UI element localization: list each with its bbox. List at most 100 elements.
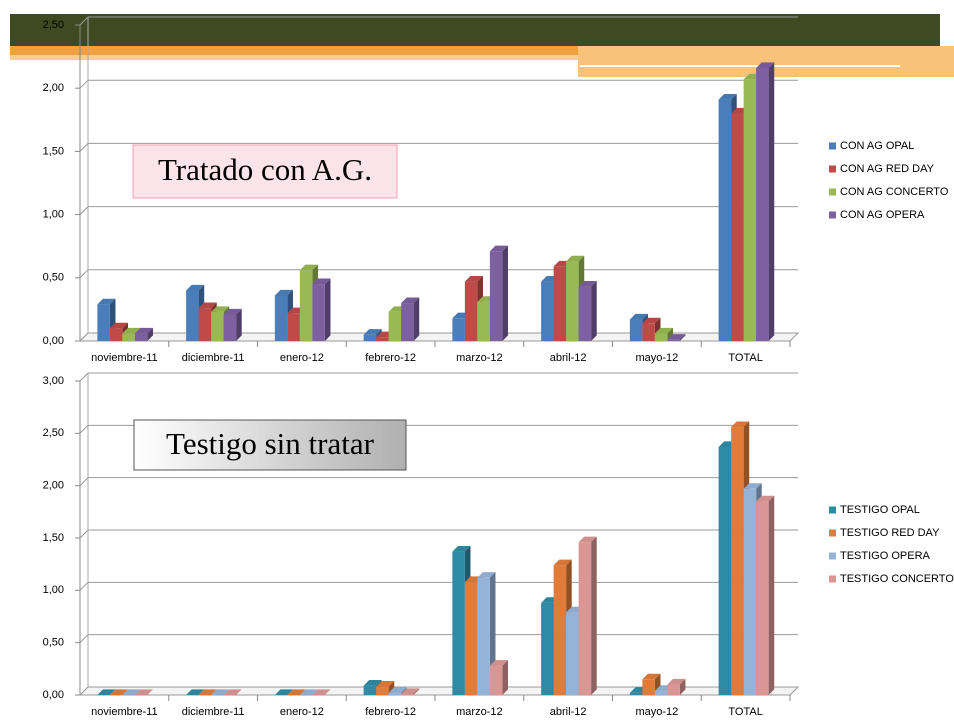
header-stripe	[10, 55, 954, 60]
bar-side	[591, 536, 597, 695]
bar-top	[274, 289, 293, 296]
bar-top	[578, 281, 597, 287]
annotation: Testigo sin tratar	[166, 426, 375, 461]
bar-side	[591, 281, 597, 341]
y-tick-label: 3,00	[43, 375, 64, 387]
bar-top	[489, 660, 508, 666]
bar-top	[363, 679, 382, 686]
bar-side	[679, 678, 686, 695]
bar	[553, 266, 567, 341]
x-tick-label: mayo-12	[635, 352, 678, 364]
legend-swatch	[829, 165, 836, 173]
bar-top	[667, 334, 686, 340]
y-tick-label: 1,00	[43, 209, 64, 221]
bar	[109, 328, 123, 341]
header-bar	[10, 14, 940, 46]
bar	[756, 501, 769, 695]
bar-top	[401, 297, 420, 304]
x-tick-label: abril-12	[550, 706, 587, 718]
bar-top	[642, 673, 661, 680]
legend-swatch	[829, 211, 836, 219]
annotation-box	[133, 419, 407, 471]
bar	[452, 551, 465, 695]
annotation-box	[132, 144, 398, 199]
y-tick-label: 0,50	[43, 637, 64, 649]
header-stripe	[10, 46, 954, 55]
x-tick-label: diciembre-11	[182, 352, 245, 364]
bar-side	[236, 308, 242, 341]
bar	[642, 323, 655, 341]
x-tick-label: febrero-12	[365, 352, 416, 364]
y-tick-label: 0,00	[43, 689, 64, 701]
bar-top	[109, 322, 128, 329]
bar-top	[756, 495, 775, 502]
x-tick-label: noviembre-11	[91, 352, 157, 364]
bar-side	[502, 245, 508, 341]
x-tick-label: noviembre-11	[91, 706, 157, 718]
bar-top	[743, 483, 762, 489]
y-tick-label: 1,50	[43, 145, 64, 157]
bar-top	[731, 421, 750, 428]
grid-diag	[79, 206, 89, 215]
bar	[667, 684, 680, 695]
bar	[566, 261, 579, 341]
x-tick-label: enero-12	[280, 706, 324, 718]
grid-diag	[79, 372, 89, 382]
bar	[452, 318, 465, 341]
bar-top	[274, 689, 293, 695]
y-tick-label: 2,00	[43, 82, 64, 94]
x-tick-label: febrero-12	[365, 706, 416, 718]
bar	[477, 577, 490, 695]
bar-top	[629, 313, 648, 320]
bar-top	[667, 678, 686, 685]
bar	[489, 665, 503, 695]
bar	[731, 427, 744, 695]
bar-top	[198, 302, 217, 309]
bar	[312, 284, 325, 341]
grid-diag	[79, 79, 89, 89]
bar	[667, 339, 680, 341]
y-tick-label: 2,50	[43, 427, 64, 439]
bar-top	[198, 689, 217, 695]
bar-top	[376, 681, 395, 687]
y-tick-label: 2,00	[43, 480, 64, 492]
bar	[376, 686, 389, 695]
bar	[134, 333, 148, 341]
bar-side	[502, 660, 508, 695]
bar-top	[122, 689, 141, 695]
annotation: Tratado con A.G.	[158, 152, 372, 187]
bar-top	[211, 689, 230, 695]
bar	[718, 446, 732, 695]
x-tick-label: TOTAL	[728, 706, 762, 718]
y-tick-label: 0,50	[43, 272, 64, 284]
bar-top	[401, 688, 420, 694]
bar-top	[299, 264, 318, 271]
bar	[477, 301, 490, 341]
legend-label: TESTIGO CONCERTO	[840, 573, 954, 585]
bar-top	[363, 329, 382, 335]
bar-top	[134, 689, 153, 695]
legend-label: CON AG OPERA	[840, 209, 925, 221]
bar-top	[299, 689, 318, 695]
bar-top	[134, 327, 153, 334]
bar-side	[388, 681, 395, 695]
bar	[388, 311, 402, 341]
bar	[756, 67, 769, 341]
bar-top	[566, 255, 585, 262]
legend-swatch	[829, 575, 836, 583]
bar	[363, 685, 377, 695]
grid-diag	[79, 634, 89, 644]
grid-diag	[79, 424, 89, 434]
bar-side	[667, 327, 673, 341]
bar	[388, 692, 402, 695]
bar-side	[324, 278, 331, 341]
legend-label: TESTIGO RED DAY	[840, 527, 940, 539]
plots: 0,00 0,50 1,00 1,50 2,00 2,50 noviembre-11 dici…	[43, 16, 954, 718]
bar	[541, 602, 554, 695]
bar	[743, 488, 757, 695]
bar	[363, 334, 377, 341]
bar-top	[223, 308, 242, 315]
x-tick-label: diciembre-11	[182, 706, 245, 718]
